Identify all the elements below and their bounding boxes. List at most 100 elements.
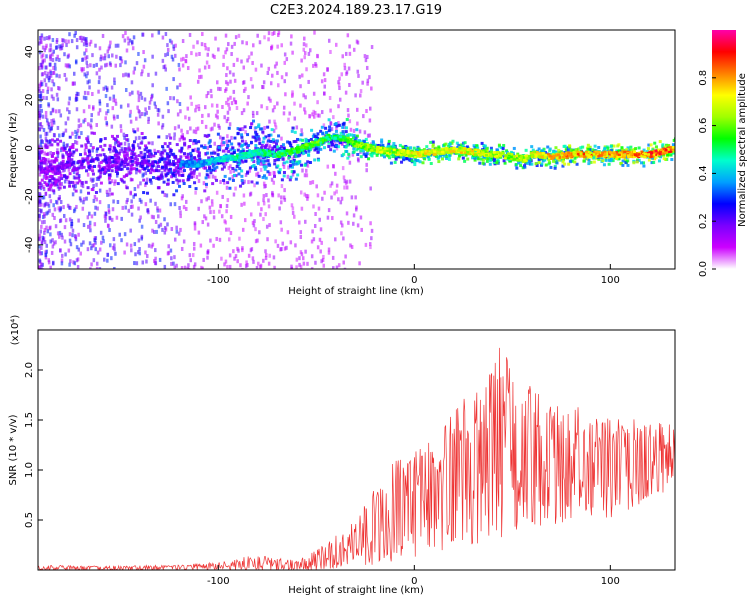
spectrogram-band-cell (163, 160, 167, 164)
spectrogram-band-cell (197, 154, 201, 158)
spectrogram-speckle (206, 174, 210, 179)
spectrogram-speckle (305, 43, 308, 48)
spectrogram-speckle (186, 106, 190, 111)
spectrogram-speckle (105, 120, 108, 125)
spectrogram-speckle (272, 128, 276, 133)
spectrogram-speckle (301, 256, 305, 261)
spectrogram-band-cell (209, 171, 213, 175)
spectrogram-band-cell (161, 151, 165, 155)
spectrogram-band-cell (227, 126, 231, 130)
spectrogram-speckle (130, 199, 133, 204)
spectrogram-speckle (44, 191, 48, 196)
spectrogram-ridge-cell (589, 155, 593, 158)
spectrogram-speckle (165, 86, 168, 91)
spectrogram-speckle (212, 243, 215, 248)
spectrogram-speckle (328, 96, 332, 101)
spectrogram-band-cell (208, 144, 212, 148)
spectrogram-band-cell (263, 174, 267, 178)
spectrogram-ridge-cell (319, 141, 323, 144)
spectrogram-band-cell (55, 178, 59, 182)
spectrogram-speckle (302, 261, 306, 266)
spectrogram-band-cell (542, 147, 546, 151)
spectrogram-band-cell (282, 146, 286, 150)
spectrogram-speckle (363, 130, 367, 135)
spectrogram-speckle (113, 243, 116, 248)
spectrogram-speckle (267, 136, 271, 141)
spectrogram-speckle (280, 136, 283, 141)
spectrogram-ridge-cell (278, 153, 282, 157)
spectrogram-band-cell (546, 145, 550, 149)
spectrogram-speckle (99, 173, 102, 178)
spectrogram-speckle (254, 227, 257, 232)
spectrogram-speckle (69, 259, 72, 264)
spectrogram-band-cell (58, 171, 62, 175)
spectrogram-band-cell (56, 171, 60, 175)
spectrogram-speckle (83, 72, 87, 77)
spectrogram-band-cell (144, 144, 148, 148)
spectrogram-band-cell (147, 163, 151, 167)
spectrogram-speckle (156, 206, 159, 211)
spectrogram-band-cell (447, 157, 451, 161)
spectrogram-band-cell (57, 166, 61, 170)
spectrogram-band-cell (108, 144, 112, 148)
spectrogram-speckle (67, 39, 70, 44)
spectrogram-speckle (271, 193, 275, 198)
spectrogram-speckle (299, 230, 303, 235)
spectrogram-band-cell (642, 148, 646, 152)
spectrogram-band-cell (113, 146, 117, 150)
spectrogram-speckle (84, 56, 87, 61)
spectrogram-band-cell (259, 146, 263, 150)
spectrogram-band-cell (101, 159, 105, 163)
spectrogram-speckle (343, 267, 347, 269)
spectrogram-speckle (327, 247, 331, 252)
spectrogram-speckle (71, 192, 75, 197)
spectrogram-band-cell (541, 157, 545, 161)
spectrogram-band-cell (459, 144, 463, 148)
spectrogram-band-cell (537, 147, 541, 151)
spectrogram-band-cell (240, 178, 244, 182)
spectrogram-speckle (140, 234, 144, 239)
spectrogram-band-cell (480, 157, 484, 161)
spectrogram-speckle (115, 162, 119, 167)
spectrogram-band-cell (667, 144, 671, 148)
spectrogram-band-cell (515, 166, 519, 170)
spectrogram-speckle (70, 224, 73, 229)
spectrogram-speckle (306, 261, 309, 266)
spectrogram-speckle (229, 169, 232, 174)
spectrogram-speckle (320, 259, 323, 264)
spectrogram-band-cell (68, 135, 72, 139)
spectrogram-band-cell (98, 167, 102, 171)
spectrogram-band-cell (669, 153, 673, 157)
spectrogram-speckle (52, 241, 56, 246)
spectrogram-speckle (38, 94, 41, 99)
spectrogram-speckle (75, 131, 79, 136)
spectrogram-speckle (295, 257, 299, 262)
spectrogram-band-cell (151, 176, 155, 180)
spectrogram-band-cell (107, 157, 111, 161)
spectrogram-speckle (38, 150, 41, 155)
spectrogram-speckle (115, 54, 118, 59)
spectrogram-speckle (42, 195, 46, 200)
spectrogram-speckle (95, 176, 99, 181)
spectrogram-band-cell (125, 186, 129, 190)
spectrogram-band-cell (263, 159, 267, 163)
spectrogram-speckle (180, 128, 183, 133)
spectrogram-band-cell (222, 165, 226, 169)
spectrogram-speckle (38, 217, 41, 222)
spectrogram-speckle (179, 168, 183, 173)
spectrogram-band-cell (122, 175, 126, 179)
spectrogram-speckle (156, 112, 160, 117)
spectrogram-speckle (155, 165, 158, 170)
spectrogram-speckle (323, 84, 326, 89)
spectrogram-band-cell (528, 159, 532, 163)
spectrogram-band-cell (240, 169, 244, 173)
spectrogram-band-cell (282, 170, 286, 174)
spectrogram-band-cell (129, 167, 133, 171)
spectrogram-speckle (239, 263, 242, 268)
spectrogram-band-cell (391, 144, 395, 148)
spectrogram-speckle (47, 71, 50, 76)
spectrogram-speckle (219, 87, 222, 92)
spectrogram-speckle (226, 97, 230, 102)
spectrogram-band-cell (567, 162, 571, 166)
spectrogram-speckle (332, 164, 335, 169)
